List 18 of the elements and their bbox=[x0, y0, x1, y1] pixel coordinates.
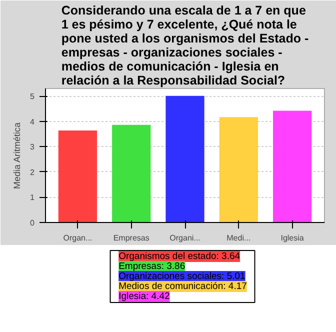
x-tick-label: Medi... bbox=[226, 234, 251, 242]
y-tick-label: 5 bbox=[30, 92, 36, 102]
text: Empresas: 3.86 bbox=[118, 261, 186, 272]
y-tick-label: 1 bbox=[30, 193, 36, 202]
x-tick-label: Empresas bbox=[113, 234, 150, 242]
text: Medios de comunicación: 4.17 bbox=[118, 281, 247, 292]
y-tick-label: 4 bbox=[30, 117, 36, 126]
y-tick-label: 3 bbox=[30, 142, 36, 152]
chart-title: Considerando una escala de 1 a 7 en que 1 es pésimo y 7 excelente, ¿Qué nota le pone usted a los organismos del Estado - empresas - organizaciones sociales - medios de comunicación - Iglesia en relación a la Responsabilidad Social? bbox=[61, 4, 309, 88]
text: Organizaciones sociales: 5.01 bbox=[118, 271, 246, 282]
y-axis-title: Media Aritmética bbox=[12, 122, 22, 190]
x-tick-label: Organi... bbox=[170, 234, 200, 242]
x-tick-label: Iglesia bbox=[280, 234, 304, 242]
y-tick-label: 2 bbox=[30, 168, 36, 177]
x-tick-label: Organ... bbox=[63, 234, 92, 242]
text: Organismos del estado: 3.64 bbox=[118, 251, 240, 262]
y-tick-label: 0 bbox=[30, 218, 36, 228]
text: Iglesia: 4.42 bbox=[118, 291, 170, 302]
